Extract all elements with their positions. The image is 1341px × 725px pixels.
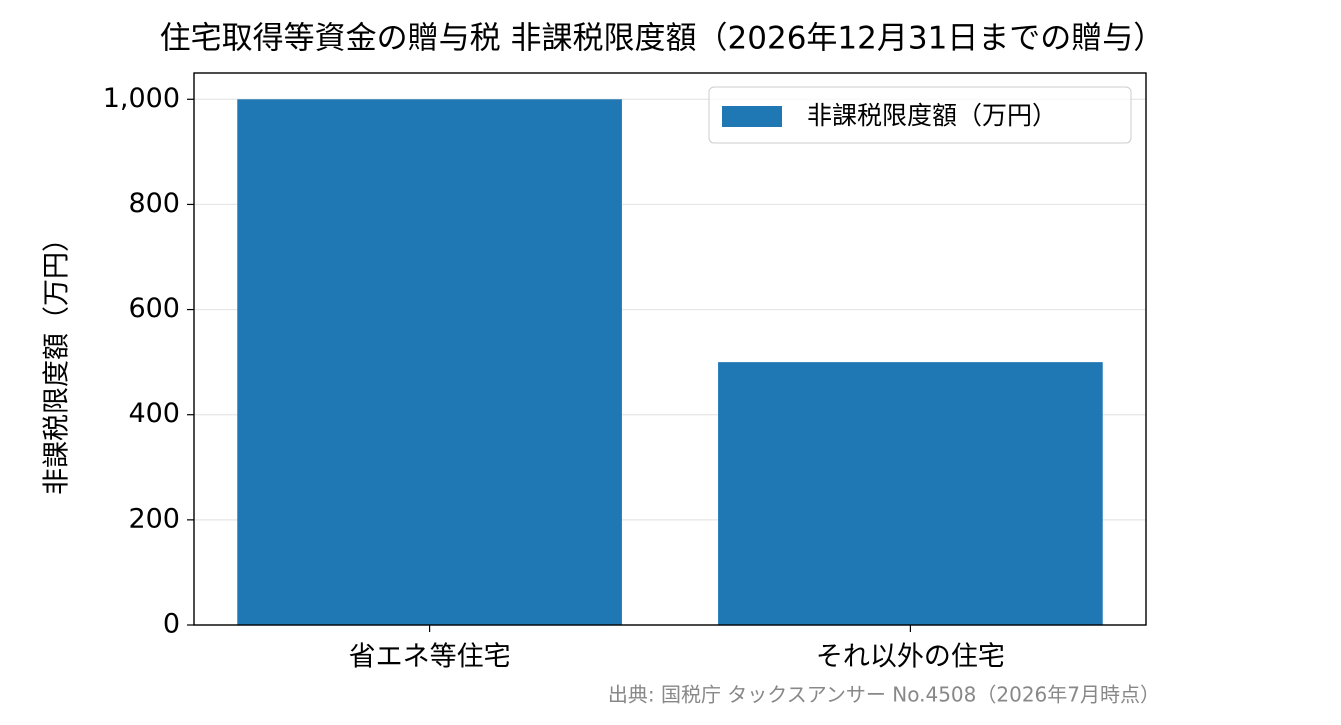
y-tick-label: 800 <box>128 188 180 219</box>
y-tick-label: 1,000 <box>103 83 180 114</box>
plot-frame <box>193 72 1147 626</box>
y-tick-label: 600 <box>128 293 180 324</box>
y-axis-label: 非課税限度額（万円） <box>42 225 73 495</box>
source-note: 出典: 国税庁 タックスアンサー No.4508（2026年7月時点） <box>608 683 1160 707</box>
x-tick-label: それ以外の住宅 <box>816 642 1005 673</box>
y-tick-label: 0 <box>163 609 180 640</box>
bar <box>718 362 1103 625</box>
legend-label: 非課税限度額（万円） <box>807 101 1057 130</box>
bar <box>237 99 622 626</box>
legend-box <box>708 86 1132 144</box>
x-tick-label: 省エネ等住宅 <box>349 642 511 673</box>
legend-swatch <box>722 106 782 127</box>
chart-title: 住宅取得等資金の贈与税 非課税限度額（2026年12月31日までの贈与） <box>160 21 1165 57</box>
y-tick-label: 200 <box>128 503 180 534</box>
y-tick-label: 400 <box>128 398 180 429</box>
